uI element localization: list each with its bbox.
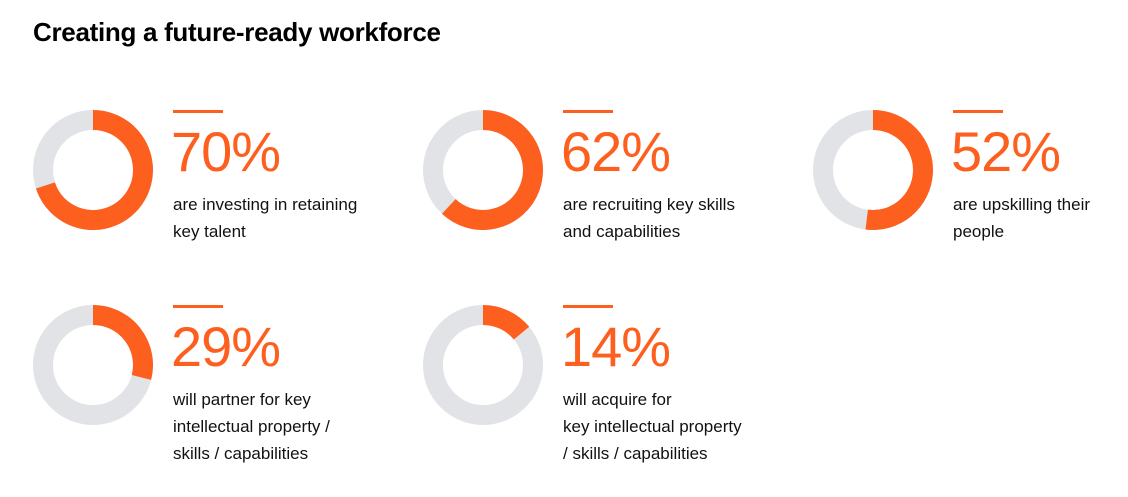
- page-title: Creating a future-ready workforce: [33, 17, 441, 47]
- donut-chart: [423, 305, 543, 425]
- donut-chart: [423, 110, 543, 230]
- stat-description-line: people: [953, 222, 1005, 241]
- accent-rule: [563, 110, 613, 113]
- stat-partner-ip: 29% will partner for key intellectual pr…: [33, 305, 393, 495]
- donut-value-arc: [865, 110, 933, 230]
- stat-description-line: are recruiting key skills: [563, 195, 735, 214]
- stat-recruiting-skills: 62% are recruiting key skills and capabi…: [423, 110, 783, 300]
- stat-upskilling-people: 52% are upskilling their people: [813, 110, 1128, 300]
- stat-description-line: and capabilities: [563, 222, 681, 241]
- stat-description: are recruiting key skills and capabiliti…: [563, 191, 803, 245]
- stat-description: will acquire for key intellectual proper…: [563, 386, 803, 467]
- donut-value-arc: [92, 305, 153, 380]
- donut-value-arc: [482, 305, 530, 340]
- stat-description: will partner for key intellectual proper…: [173, 386, 413, 467]
- donut-chart: [813, 110, 933, 230]
- stat-acquire-ip: 14% will acquire for key intellectual pr…: [423, 305, 783, 495]
- stat-description-line: will acquire for: [563, 390, 672, 409]
- stat-description-line: intellectual property /: [173, 417, 330, 436]
- stat-description: are investing in retaining key talent: [173, 191, 413, 245]
- stat-description-line: key talent: [173, 222, 246, 241]
- accent-rule: [953, 110, 1003, 113]
- stat-description-line: are upskilling their: [953, 195, 1091, 214]
- stat-description: are upskilling their people: [953, 191, 1128, 245]
- stat-description-line: / skills / capabilities: [563, 444, 708, 463]
- stat-percentage: 52%: [951, 120, 1061, 183]
- stat-description-line: key intellectual property: [563, 417, 742, 436]
- donut-value-arc: [441, 110, 543, 230]
- donut-chart: [33, 110, 153, 230]
- accent-rule: [563, 305, 613, 308]
- stat-percentage: 70%: [171, 120, 281, 183]
- stat-percentage: 14%: [561, 315, 671, 378]
- donut-value-arc: [35, 110, 153, 230]
- accent-rule: [173, 305, 223, 308]
- stat-retaining-talent: 70% are investing in retaining key talen…: [33, 110, 393, 300]
- stat-description-line: skills / capabilities: [173, 444, 309, 463]
- stat-percentage: 62%: [561, 120, 671, 183]
- stat-description-line: will partner for key: [173, 390, 311, 409]
- donut-chart: [33, 305, 153, 425]
- accent-rule: [173, 110, 223, 113]
- stat-percentage: 29%: [171, 315, 281, 378]
- stat-description-line: are investing in retaining: [173, 195, 358, 214]
